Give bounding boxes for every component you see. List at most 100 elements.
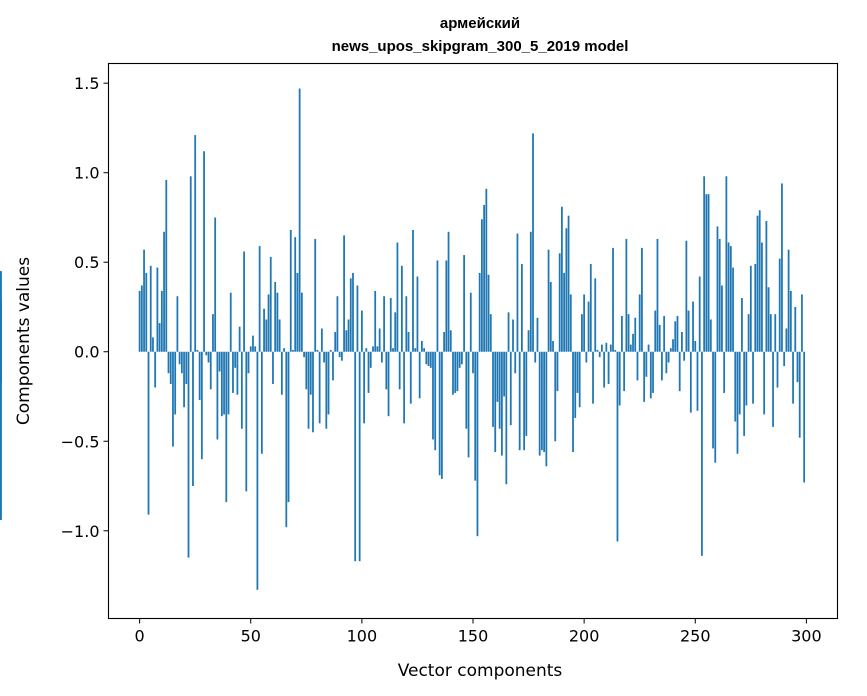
bar bbox=[454, 351, 457, 393]
bar bbox=[149, 265, 152, 352]
bar bbox=[476, 351, 479, 537]
bar bbox=[198, 351, 201, 401]
bar bbox=[772, 351, 774, 427]
bar bbox=[269, 256, 272, 352]
bar bbox=[443, 332, 445, 352]
bar bbox=[276, 292, 279, 352]
bar bbox=[138, 290, 141, 352]
bar bbox=[414, 348, 417, 352]
bar bbox=[205, 351, 208, 356]
bar bbox=[643, 351, 646, 402]
bar bbox=[238, 326, 241, 352]
bar bbox=[649, 351, 652, 399]
bar bbox=[769, 314, 772, 352]
bar bbox=[632, 333, 634, 352]
bar bbox=[616, 351, 619, 542]
bar bbox=[574, 351, 577, 418]
bar bbox=[554, 351, 557, 442]
bar bbox=[445, 260, 448, 352]
bar bbox=[481, 219, 483, 352]
bar bbox=[754, 264, 757, 352]
bar bbox=[200, 351, 203, 460]
bar bbox=[572, 351, 574, 452]
bar bbox=[658, 324, 661, 352]
bar bbox=[374, 290, 377, 352]
bar bbox=[194, 135, 197, 352]
bar bbox=[498, 351, 501, 429]
bar bbox=[360, 310, 363, 352]
bar bbox=[278, 319, 281, 352]
x-tick-label: 250 bbox=[680, 627, 711, 646]
bar bbox=[532, 133, 534, 352]
bar bbox=[147, 351, 150, 515]
bar bbox=[287, 351, 290, 503]
bar bbox=[678, 351, 681, 392]
bar bbox=[589, 264, 592, 352]
bar bbox=[458, 351, 461, 368]
bar bbox=[425, 351, 428, 365]
bar bbox=[212, 314, 214, 352]
bar bbox=[796, 351, 799, 383]
bar bbox=[267, 294, 270, 352]
bar bbox=[0, 351, 2, 383]
bar bbox=[356, 285, 359, 352]
bar bbox=[465, 351, 468, 429]
bar bbox=[329, 349, 332, 352]
bar bbox=[340, 351, 343, 361]
bar bbox=[792, 351, 794, 404]
bar bbox=[265, 319, 268, 352]
bar bbox=[741, 298, 743, 352]
bar bbox=[420, 341, 423, 352]
bar bbox=[534, 351, 537, 363]
bar bbox=[207, 351, 210, 363]
bar bbox=[536, 317, 539, 352]
bar bbox=[407, 332, 410, 352]
bar bbox=[652, 351, 654, 393]
bar bbox=[541, 351, 543, 451]
plot-frame bbox=[107, 62, 839, 620]
bar bbox=[543, 351, 546, 452]
bar bbox=[587, 301, 590, 352]
x-axis-ticks: 0 50 100 150 200 250 300 bbox=[135, 618, 822, 646]
y-tick-label: 0.5 bbox=[74, 253, 99, 272]
bar bbox=[438, 351, 441, 476]
bar bbox=[696, 351, 699, 411]
bar bbox=[307, 351, 310, 429]
bar bbox=[694, 341, 697, 352]
bar bbox=[507, 312, 510, 352]
bar bbox=[234, 351, 237, 368]
bar bbox=[461, 351, 463, 365]
bar bbox=[736, 351, 739, 454]
bar bbox=[172, 351, 174, 447]
bar bbox=[627, 314, 630, 352]
bar bbox=[654, 310, 657, 352]
bar bbox=[323, 351, 325, 363]
bar bbox=[747, 314, 750, 352]
bar bbox=[409, 351, 412, 404]
bar bbox=[296, 272, 299, 352]
bar bbox=[761, 242, 763, 352]
bar bbox=[263, 308, 265, 352]
bar bbox=[325, 351, 328, 429]
bar bbox=[561, 206, 563, 352]
bar bbox=[487, 274, 490, 352]
bar bbox=[538, 351, 541, 456]
bar bbox=[332, 351, 334, 381]
bar bbox=[218, 351, 221, 372]
bar bbox=[349, 278, 352, 352]
bar bbox=[343, 235, 345, 352]
bar bbox=[387, 351, 390, 417]
bar bbox=[778, 258, 781, 352]
bar bbox=[549, 281, 552, 352]
bar bbox=[143, 249, 145, 352]
bar bbox=[418, 351, 421, 399]
bar bbox=[569, 294, 572, 352]
bar bbox=[803, 351, 806, 483]
bar bbox=[776, 351, 779, 388]
bar bbox=[789, 290, 792, 352]
bar bbox=[743, 351, 746, 436]
bar bbox=[621, 315, 623, 352]
bar bbox=[283, 348, 285, 352]
bar bbox=[623, 351, 626, 392]
